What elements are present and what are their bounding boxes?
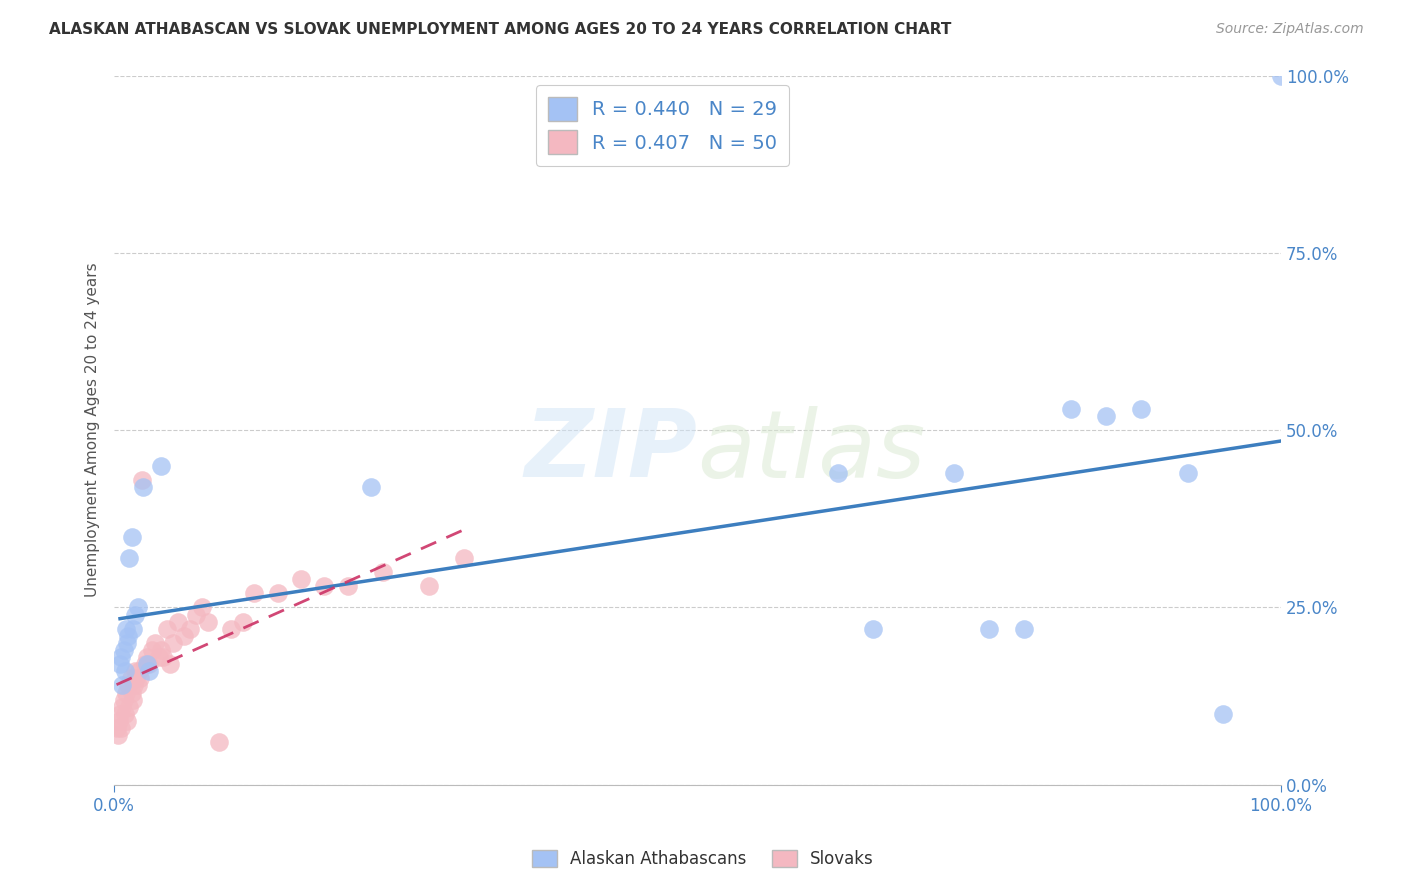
Point xyxy=(149,458,172,473)
Point xyxy=(827,466,849,480)
Point xyxy=(1177,466,1199,480)
Point xyxy=(127,678,149,692)
Point xyxy=(120,672,142,686)
Point xyxy=(131,473,153,487)
Point xyxy=(115,685,138,699)
Point xyxy=(167,615,190,629)
Point xyxy=(105,721,128,735)
Point xyxy=(979,622,1001,636)
Point xyxy=(121,622,143,636)
Point xyxy=(118,550,141,565)
Point xyxy=(115,636,138,650)
Point xyxy=(108,714,131,728)
Point xyxy=(152,650,174,665)
Legend: Alaskan Athabascans, Slovaks: Alaskan Athabascans, Slovaks xyxy=(526,843,880,875)
Text: ZIP: ZIP xyxy=(524,406,697,498)
Point xyxy=(108,657,131,672)
Point xyxy=(111,678,134,692)
Point xyxy=(138,657,160,672)
Point xyxy=(117,678,139,692)
Point xyxy=(943,466,966,480)
Point xyxy=(360,480,382,494)
Text: Source: ZipAtlas.com: Source: ZipAtlas.com xyxy=(1216,22,1364,37)
Point xyxy=(148,650,170,665)
Point xyxy=(124,607,146,622)
Point xyxy=(128,665,150,679)
Point xyxy=(110,721,132,735)
Point xyxy=(156,622,179,636)
Point xyxy=(115,622,138,636)
Point xyxy=(1129,401,1152,416)
Point xyxy=(121,529,143,543)
Point xyxy=(1012,622,1035,636)
Point xyxy=(197,615,219,629)
Point xyxy=(124,665,146,679)
Point xyxy=(231,615,253,629)
Point xyxy=(1212,706,1234,721)
Point xyxy=(162,636,184,650)
Text: ALASKAN ATHABASCAN VS SLOVAK UNEMPLOYMENT AMONG AGES 20 TO 24 YEARS CORRELATION : ALASKAN ATHABASCAN VS SLOVAK UNEMPLOYMEN… xyxy=(49,22,952,37)
Point xyxy=(418,579,440,593)
Point xyxy=(1060,401,1083,416)
Point xyxy=(121,692,143,706)
Point xyxy=(110,650,132,665)
Point xyxy=(111,699,134,714)
Point xyxy=(314,579,336,593)
Point xyxy=(138,665,160,679)
Point xyxy=(141,643,163,657)
Point xyxy=(114,706,136,721)
Point xyxy=(118,699,141,714)
Text: atlas: atlas xyxy=(697,406,925,497)
Point xyxy=(135,657,157,672)
Point xyxy=(125,672,148,686)
Point xyxy=(121,685,143,699)
Point xyxy=(135,650,157,665)
Point xyxy=(219,622,242,636)
Point xyxy=(190,600,212,615)
Point xyxy=(1270,69,1292,83)
Point xyxy=(159,657,181,672)
Point xyxy=(371,565,394,579)
Point xyxy=(134,657,156,672)
Point xyxy=(115,714,138,728)
Point xyxy=(862,622,884,636)
Point xyxy=(112,692,135,706)
Point xyxy=(179,622,201,636)
Point xyxy=(122,678,145,692)
Point xyxy=(453,550,475,565)
Point xyxy=(208,735,231,749)
Point xyxy=(127,600,149,615)
Point xyxy=(290,572,312,586)
Point xyxy=(184,607,207,622)
Y-axis label: Unemployment Among Ages 20 to 24 years: Unemployment Among Ages 20 to 24 years xyxy=(86,263,100,598)
Point xyxy=(143,636,166,650)
Point xyxy=(107,728,129,742)
Point xyxy=(336,579,359,593)
Legend: R = 0.440   N = 29, R = 0.407   N = 50: R = 0.440 N = 29, R = 0.407 N = 50 xyxy=(536,86,789,166)
Point xyxy=(173,629,195,643)
Point xyxy=(1095,409,1118,423)
Point xyxy=(114,665,136,679)
Point xyxy=(108,706,131,721)
Point xyxy=(128,672,150,686)
Point xyxy=(266,586,288,600)
Point xyxy=(112,643,135,657)
Point xyxy=(149,643,172,657)
Point xyxy=(132,480,155,494)
Point xyxy=(243,586,266,600)
Point xyxy=(117,629,139,643)
